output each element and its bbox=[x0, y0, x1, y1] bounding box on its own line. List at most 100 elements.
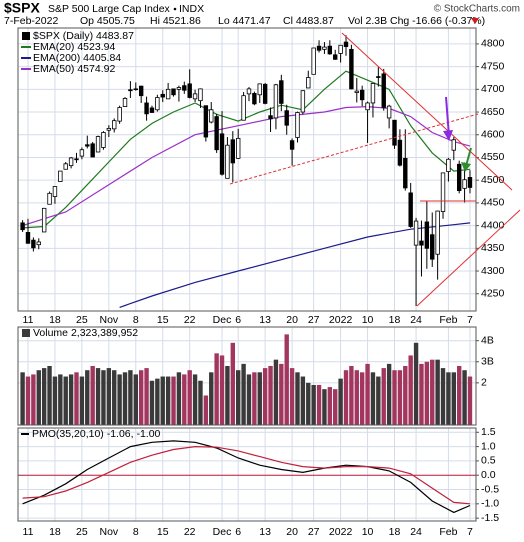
volume-bar bbox=[295, 372, 300, 425]
volume-bar bbox=[349, 365, 354, 425]
annotation bbox=[229, 113, 479, 185]
volume-bar bbox=[252, 372, 257, 425]
x-tick-label: 10 bbox=[362, 314, 374, 326]
candle-body bbox=[144, 102, 149, 115]
candle-body bbox=[209, 109, 214, 123]
y-tick-label: 4700 bbox=[481, 83, 505, 95]
x-tick-label: 25 bbox=[76, 526, 88, 538]
x-tick-label: 13 bbox=[259, 526, 271, 538]
volume-bar bbox=[322, 389, 327, 425]
y-tick-label: 4800 bbox=[481, 38, 505, 50]
x-tick-label: Dec bbox=[213, 314, 232, 326]
candle-body bbox=[117, 107, 122, 122]
candle-body bbox=[106, 127, 112, 131]
legend-swatch bbox=[22, 32, 30, 40]
candle-body bbox=[316, 45, 322, 51]
volume-bar bbox=[225, 365, 230, 425]
series-line bbox=[22, 445, 471, 505]
annotation bbox=[461, 162, 471, 172]
candle-body bbox=[446, 158, 451, 172]
candle-body bbox=[138, 85, 144, 97]
panel-title: PMO(35,20,10) -1.06, -1.00 bbox=[32, 428, 161, 440]
candle-body bbox=[74, 158, 79, 161]
candle-body bbox=[284, 110, 289, 126]
candle-body bbox=[155, 97, 160, 111]
candle-body bbox=[203, 105, 209, 138]
volume-bar bbox=[392, 370, 397, 425]
volume-bar bbox=[435, 359, 440, 425]
candle-body bbox=[192, 93, 198, 100]
volume-bar bbox=[90, 365, 95, 425]
candle-body bbox=[257, 83, 262, 96]
candle-body bbox=[47, 192, 52, 205]
candle-body bbox=[31, 239, 36, 249]
panel-background bbox=[18, 28, 476, 311]
volume-bar bbox=[451, 372, 456, 425]
panel-frame bbox=[17, 27, 477, 312]
candle-body bbox=[359, 89, 365, 101]
volume-bar bbox=[138, 370, 144, 425]
candle-body bbox=[262, 83, 268, 104]
candle-body bbox=[41, 207, 47, 233]
legend-label: $SPX (Daily) 4483.87 bbox=[33, 30, 134, 42]
series-line bbox=[22, 70, 471, 229]
candle-body bbox=[165, 88, 171, 100]
volume-bar bbox=[279, 363, 284, 425]
candle-body bbox=[467, 177, 473, 188]
x-tick-label: 11 bbox=[23, 314, 34, 326]
stat: Op 4505.75 bbox=[80, 15, 135, 27]
candle-body bbox=[279, 80, 284, 104]
volume-bar bbox=[246, 374, 252, 425]
y-tick-label: 1.5 bbox=[481, 426, 496, 438]
volume-bar bbox=[381, 368, 386, 425]
volume-bar bbox=[311, 384, 316, 425]
y-tick-label: 1.0 bbox=[481, 440, 496, 452]
candle-body bbox=[68, 157, 74, 167]
y-tick-label: 4650 bbox=[481, 106, 505, 118]
x-tick-label: 20 bbox=[286, 526, 298, 538]
volume-bar bbox=[31, 374, 36, 425]
volume-bar bbox=[68, 374, 74, 425]
volume-bar bbox=[257, 372, 262, 425]
volume-bar bbox=[376, 376, 381, 425]
candle-body bbox=[295, 112, 300, 138]
candle-body bbox=[128, 89, 133, 92]
volume-bar bbox=[236, 370, 241, 425]
x-tick-label: 2022 bbox=[329, 526, 353, 538]
candle-body bbox=[333, 54, 338, 60]
x-tick-label: 2022 bbox=[329, 314, 353, 326]
volume-bar bbox=[440, 368, 446, 425]
x-tick-label: 11 bbox=[23, 526, 34, 538]
x-tick-label: 22 bbox=[184, 314, 196, 326]
stat: Chg -16.66 (-0.37%) bbox=[390, 15, 485, 27]
candle-body bbox=[52, 186, 58, 197]
volume-bar bbox=[171, 376, 176, 425]
candle-body bbox=[85, 144, 90, 147]
volume-bar bbox=[79, 376, 85, 425]
x-tick-label: 20 bbox=[286, 314, 298, 326]
x-tick-label: 8 bbox=[133, 314, 139, 326]
volume-bar bbox=[300, 376, 306, 425]
x-tick-label: Nov bbox=[99, 314, 118, 326]
x-tick-label: 7 bbox=[467, 314, 473, 326]
y-tick-label: 4600 bbox=[481, 129, 505, 141]
candle-body bbox=[289, 140, 295, 150]
volume-bar bbox=[182, 374, 187, 425]
candle-body bbox=[160, 93, 165, 98]
candle-body bbox=[171, 88, 176, 96]
date: 7-Feb-2022 bbox=[4, 15, 58, 27]
volume-bar bbox=[456, 365, 462, 425]
y-tick-label: 2 bbox=[481, 377, 487, 389]
candle-body bbox=[451, 139, 456, 151]
candle-body bbox=[300, 90, 306, 113]
candle-body bbox=[435, 210, 440, 255]
candle-body bbox=[419, 240, 424, 246]
y-tick-label: 4500 bbox=[481, 174, 505, 186]
candle-body bbox=[214, 116, 219, 151]
volume-bar bbox=[36, 370, 41, 425]
volume-bar bbox=[149, 380, 155, 425]
volume-bar bbox=[160, 376, 165, 425]
volume-bar bbox=[424, 361, 430, 425]
candle-body bbox=[133, 88, 138, 91]
